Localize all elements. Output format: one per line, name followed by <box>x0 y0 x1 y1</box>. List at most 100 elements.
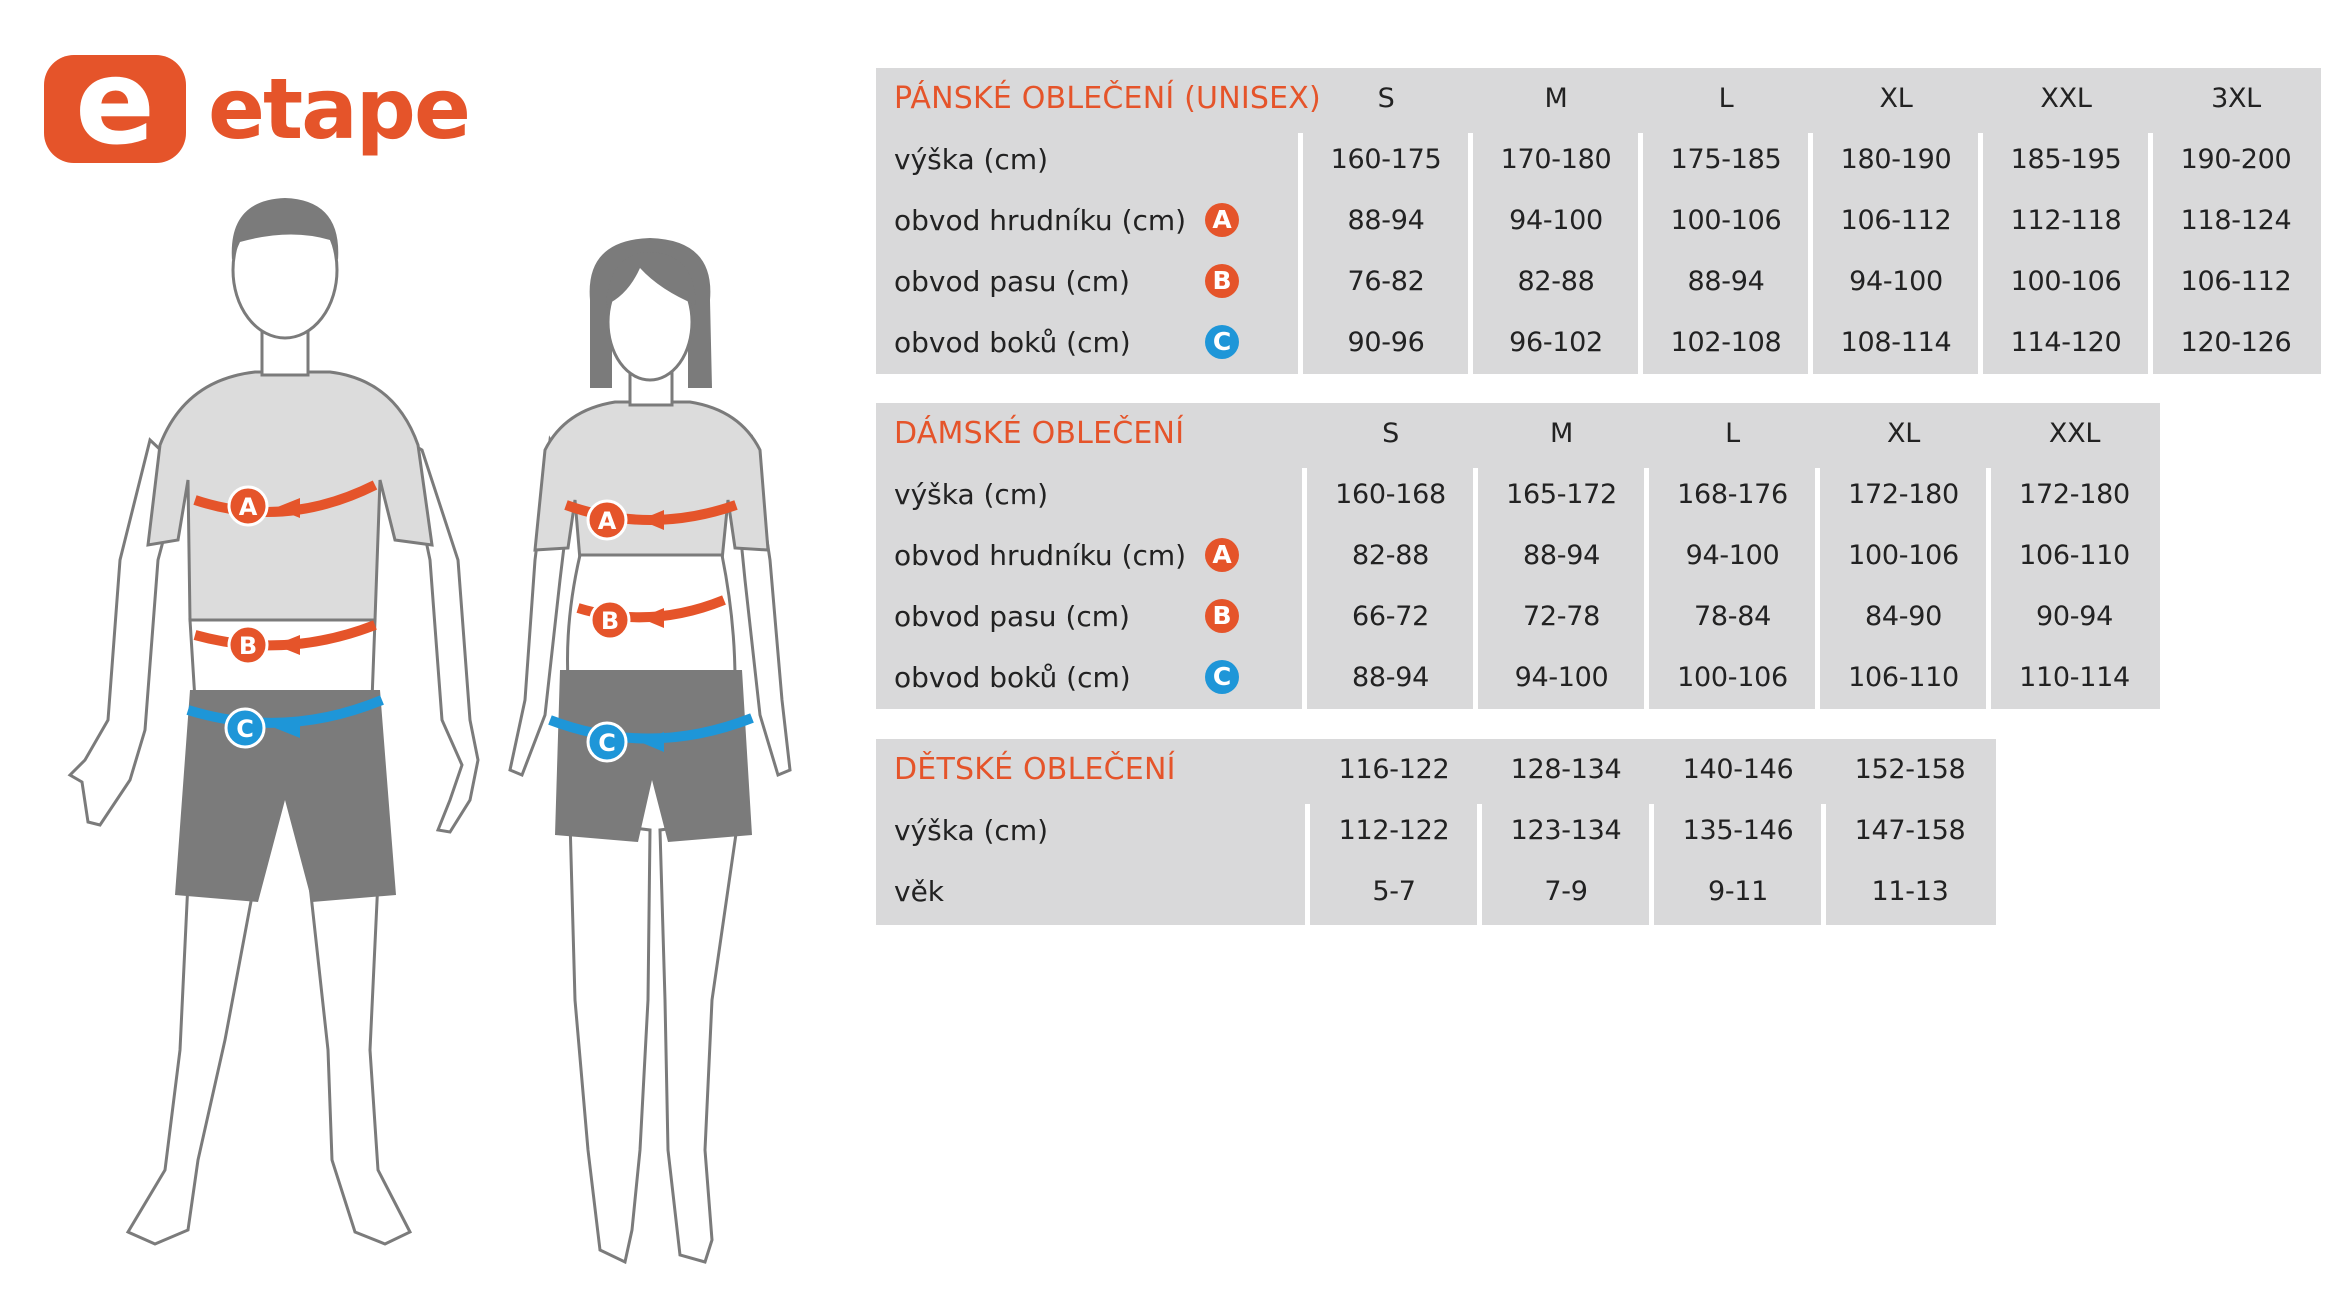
table-cell: 82-88 <box>1352 540 1429 571</box>
table-cell: 78-84 <box>1694 601 1771 632</box>
size-header: 3XL <box>2211 83 2261 114</box>
table-cell: 5-7 <box>1372 876 1416 907</box>
size-header: 128-134 <box>1510 754 1622 785</box>
table-cell: 106-110 <box>1848 662 1959 693</box>
table-cell: 84-90 <box>1865 601 1942 632</box>
table-cell: 172-180 <box>2019 479 2130 510</box>
table-cell: 100-106 <box>1677 662 1788 693</box>
column-separator <box>1808 133 1813 374</box>
table-cell: 88-94 <box>1523 540 1600 571</box>
table-cell: 180-190 <box>1840 144 1952 175</box>
female-figure: A B C <box>508 238 792 1265</box>
table-cell: 147-158 <box>1854 815 1966 846</box>
row-label: obvod boků (cm) <box>894 661 1131 694</box>
row-label: výška (cm) <box>894 814 1049 847</box>
size-header: XL <box>1879 83 1913 114</box>
row-label: obvod boků (cm) <box>894 326 1131 359</box>
table-cell: 94-100 <box>1514 662 1609 693</box>
row-label: obvod pasu (cm) <box>894 600 1130 633</box>
table-cell: 120-126 <box>2180 327 2292 358</box>
table-cell: 100-106 <box>1848 540 1959 571</box>
table-cell: 100-106 <box>1670 205 1782 236</box>
column-separator <box>1473 468 1478 709</box>
size-table-1: DÁMSKÉ OBLEČENÍ S M L XL XXL výška (cm) 160-168… <box>876 403 2160 709</box>
table-cell: 94-100 <box>1849 266 1943 297</box>
table-cell: 100-106 <box>2010 266 2122 297</box>
size-header: M <box>1550 418 1573 449</box>
measurement-badge-a: A <box>1205 203 1239 237</box>
size-header: XL <box>1887 418 1920 449</box>
table-cell: 76-82 <box>1347 266 1425 297</box>
column-separator <box>1644 468 1649 709</box>
row-label: obvod pasu (cm) <box>894 265 1130 298</box>
size-header: 152-158 <box>1854 754 1966 785</box>
svg-text:A: A <box>598 507 617 535</box>
table-cell: 114-120 <box>2010 327 2122 358</box>
table-cell: 135-146 <box>1682 815 1794 846</box>
marker-b-badge <box>227 624 269 666</box>
column-separator <box>2148 133 2153 374</box>
column-separator <box>1477 804 1482 925</box>
measurement-badge-b: B <box>1205 599 1239 633</box>
table-cell: 94-100 <box>1685 540 1780 571</box>
table-cell: 112-122 <box>1338 815 1450 846</box>
row-label: výška (cm) <box>894 143 1049 176</box>
row-label: obvod hrudníku (cm) <box>894 204 1187 237</box>
column-separator <box>1302 468 1307 709</box>
table-title: DÁMSKÉ OBLEČENÍ <box>894 416 1185 451</box>
table-cell: 106-112 <box>2180 266 2292 297</box>
table-cell: 160-168 <box>1335 479 1446 510</box>
row-label: výška (cm) <box>894 478 1049 511</box>
size-header: XXL <box>2048 418 2101 449</box>
table-cell: 170-180 <box>1500 144 1612 175</box>
size-header: S <box>1377 83 1395 114</box>
marker-c-badge <box>224 707 266 749</box>
marker-c-badge-female <box>586 721 628 763</box>
svg-text:A: A <box>239 493 258 521</box>
size-header: S <box>1382 418 1399 449</box>
size-table-0: PÁNSKÉ OBLEČENÍ (UNISEX) S M L XL XXL 3XL výška… <box>876 68 2321 374</box>
table-cell: 88-94 <box>1687 266 1765 297</box>
column-separator <box>1821 804 1826 925</box>
column-separator <box>1638 133 1643 374</box>
table-cell: 106-112 <box>1840 205 1952 236</box>
table-cell: 123-134 <box>1510 815 1622 846</box>
size-header: XXL <box>2040 83 2092 114</box>
column-separator <box>1978 133 1983 374</box>
row-label: věk <box>894 875 945 908</box>
column-separator <box>1298 133 1303 374</box>
table-cell: 90-94 <box>2036 601 2113 632</box>
etape-logo: e etape <box>44 33 471 171</box>
table-cell: 106-110 <box>2019 540 2130 571</box>
size-header: 116-122 <box>1338 754 1450 785</box>
size-header: L <box>1718 83 1734 114</box>
body-measurement-illustration: e etape A B C <box>44 33 792 1265</box>
size-header: M <box>1544 83 1568 114</box>
table-cell: 11-13 <box>1871 876 1949 907</box>
table-cell: 96-102 <box>1509 327 1603 358</box>
size-table-2: DĚTSKÉ OBLEČENÍ 116-122 128-134 140-146 152-… <box>876 739 1996 925</box>
column-separator <box>1649 804 1654 925</box>
table-cell: 88-94 <box>1347 205 1425 236</box>
logo-letter: e <box>75 33 155 171</box>
marker-b-badge-female <box>589 599 631 641</box>
table-cell: 90-96 <box>1347 327 1425 358</box>
table-cell: 110-114 <box>2019 662 2130 693</box>
table-cell: 160-175 <box>1330 144 1442 175</box>
table-cell: 108-114 <box>1840 327 1952 358</box>
column-separator <box>1815 468 1820 709</box>
table-cell: 102-108 <box>1670 327 1782 358</box>
column-separator <box>1986 468 1991 709</box>
table-cell: 168-176 <box>1677 479 1788 510</box>
logo-wordmark: etape <box>208 60 469 158</box>
table-cell: 94-100 <box>1509 205 1603 236</box>
size-header: 140-146 <box>1682 754 1794 785</box>
svg-text:B: B <box>239 632 257 660</box>
measurement-badge-c: C <box>1205 325 1239 359</box>
table-cell: 112-118 <box>2010 205 2122 236</box>
marker-a-badge <box>227 485 269 527</box>
table-cell: 7-9 <box>1544 876 1588 907</box>
table-title: DĚTSKÉ OBLEČENÍ <box>894 752 1176 787</box>
svg-text:B: B <box>601 607 619 635</box>
table-cell: 66-72 <box>1352 601 1429 632</box>
